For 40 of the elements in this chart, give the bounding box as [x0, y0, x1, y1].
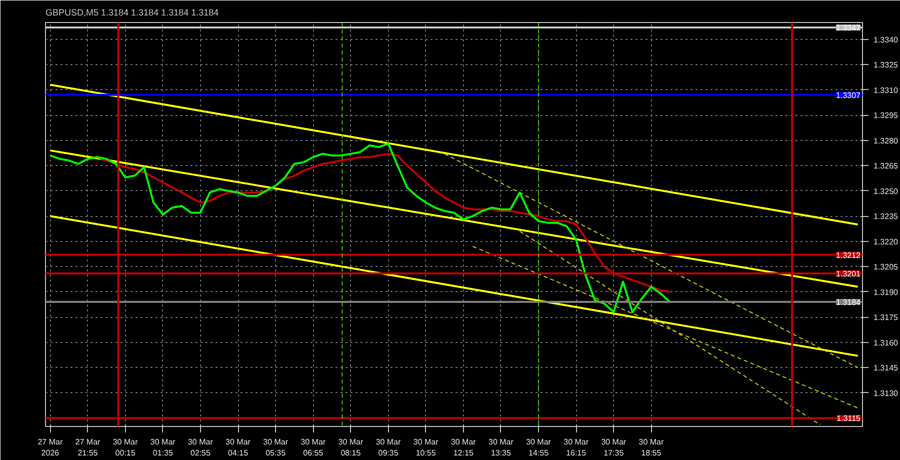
x-tick-label: 30 Mar 18:55	[638, 438, 664, 458]
y-tick-label: 1.3280	[874, 136, 899, 146]
x-tick-label: 27 Mar 21:55	[75, 438, 101, 458]
x-tick-label: 30 Mar 08:15	[338, 438, 364, 458]
y-tick-label: 1.3145	[874, 364, 899, 373]
x-tick-label: 30 Mar 00:15	[112, 438, 138, 458]
x-tick-label: 27 Mar 2026	[38, 438, 63, 458]
y-tick-label: 1.3175	[874, 313, 899, 322]
x-tick-label: 30 Mar 14:55	[526, 438, 552, 458]
x-tick-label: 30 Mar 16:15	[564, 438, 589, 458]
y-tick-label: 1.3295	[874, 111, 899, 120]
ref-line-label: 1.3184	[836, 298, 862, 307]
x-tick-label: 30 Mar 12:15	[450, 438, 476, 458]
y-tick-label: 1.3220	[874, 237, 899, 246]
y-tick-label: 1.3190	[874, 288, 899, 297]
ref-line-label: 1.3307	[836, 90, 862, 100]
x-tick-label: 30 Mar 01:35	[150, 438, 176, 458]
x-tick-label: 30 Mar 05:35	[263, 438, 288, 458]
ref-line-label: 1.3201	[836, 269, 862, 278]
x-tick-label: 30 Mar 04:15	[226, 438, 251, 458]
y-tick-label: 1.3250	[874, 186, 899, 196]
y-tick-label: 1.3235	[874, 212, 899, 222]
y-tick-label: 1.3340	[874, 35, 899, 44]
x-tick-label: 30 Mar 09:35	[376, 438, 402, 458]
x-tick-label: 30 Mar 06:55	[300, 438, 326, 458]
ref-line-label: 1.3115	[836, 414, 862, 424]
ref-line-label: 1.3212	[836, 250, 862, 260]
x-tick-label: 30 Mar 02:55	[188, 438, 214, 458]
chart-title: GBPUSD,M5 1.3184 1.3184 1.3184 1.3184	[46, 8, 219, 18]
y-tick-label: 1.3310	[874, 86, 899, 95]
ref-line-label: 1.3347	[836, 24, 862, 33]
x-tick-label: 30 Mar 17:35	[601, 438, 626, 458]
y-tick-label: 1.3265	[874, 162, 899, 171]
y-tick-label: 1.3325	[874, 60, 899, 70]
y-tick-label: 1.3130	[874, 388, 899, 398]
line-series	[49, 142, 671, 314]
x-tick-label: 30 Mar 13:35	[488, 438, 514, 458]
x-tick-label: 30 Mar 10:55	[413, 438, 439, 458]
y-tick-label: 1.3160	[874, 338, 899, 348]
y-tick-label: 1.3205	[874, 262, 899, 272]
